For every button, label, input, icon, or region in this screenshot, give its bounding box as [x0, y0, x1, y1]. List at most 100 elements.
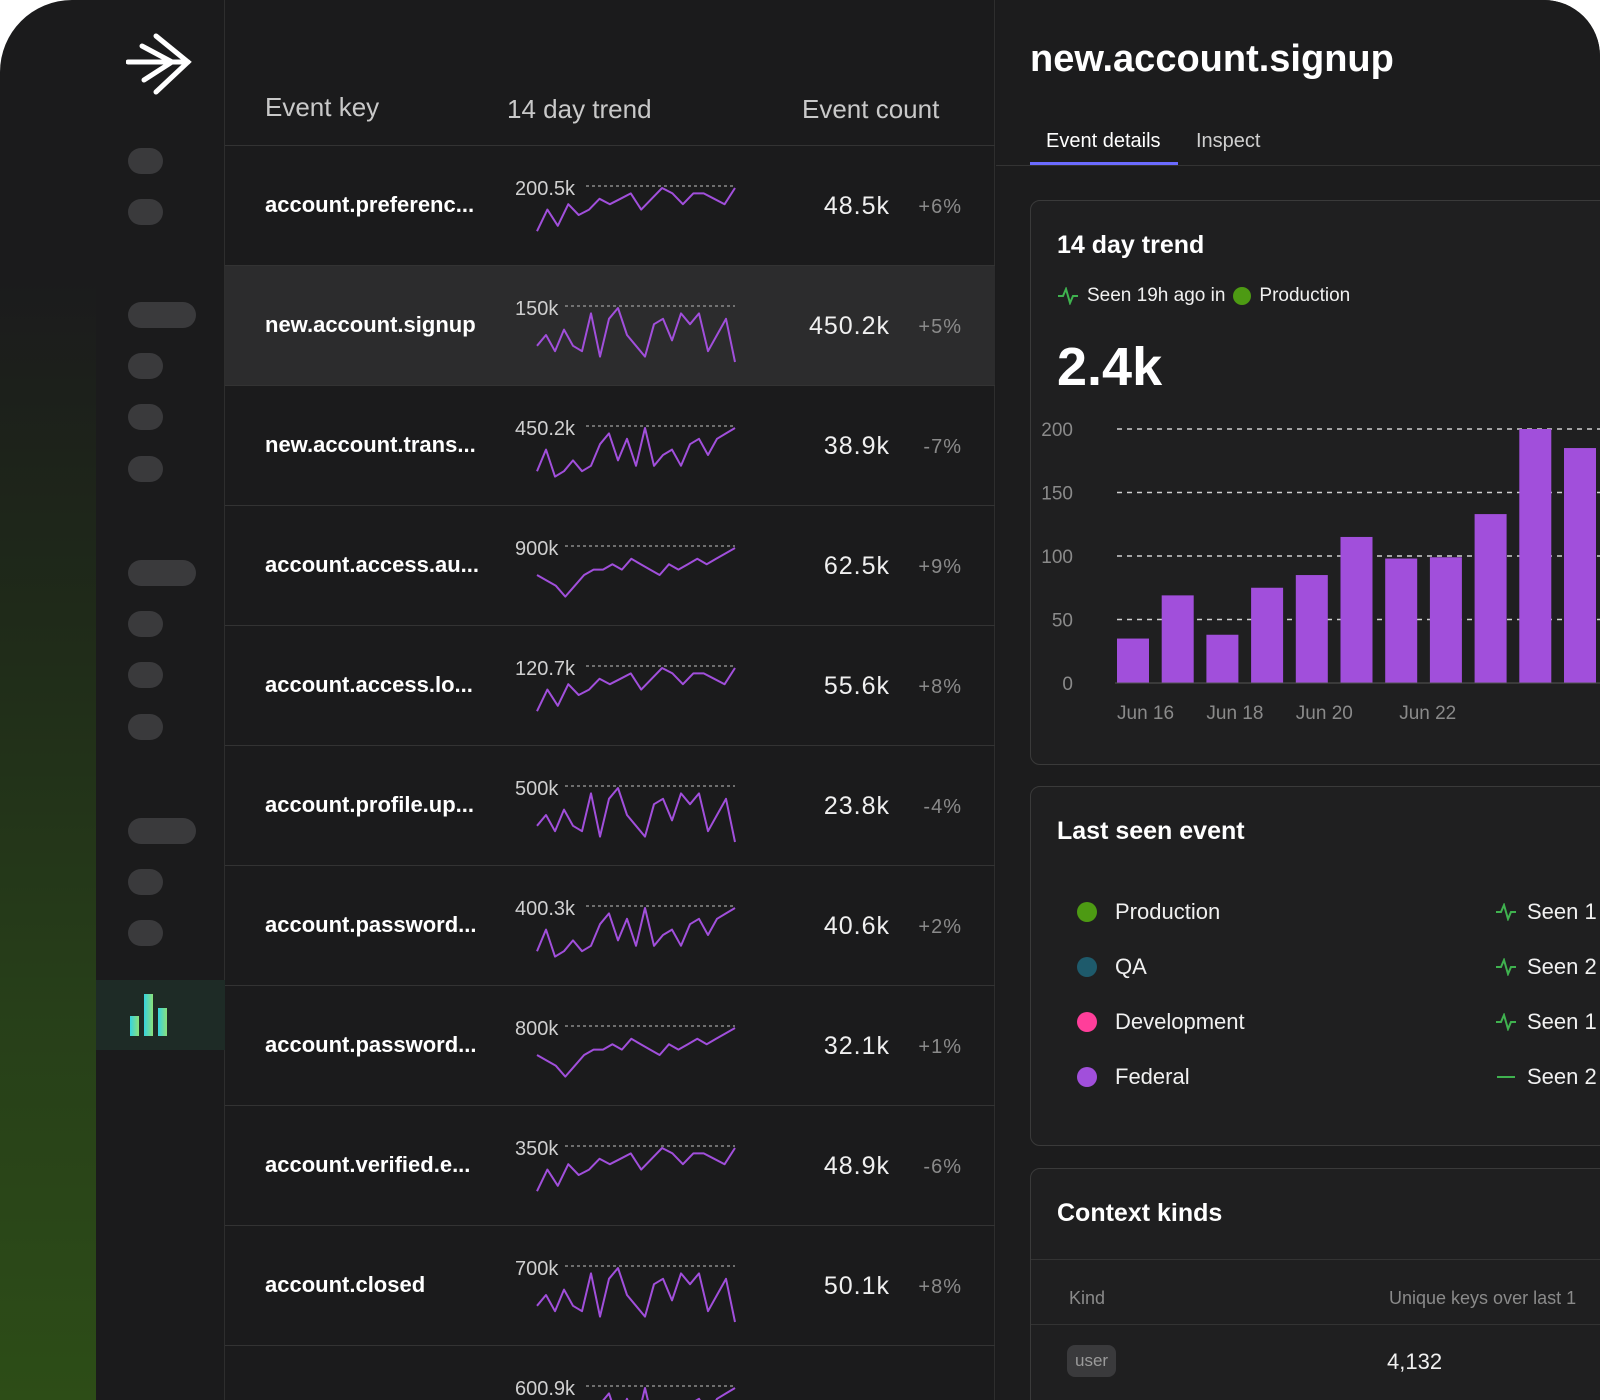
event-count: 23.8k	[823, 792, 890, 820]
x-tick-label: Jun 22	[1399, 703, 1456, 724]
environment-name: Production	[1115, 899, 1221, 924]
bar	[1295, 575, 1328, 683]
trend-peak-label: 600.9k	[515, 1378, 576, 1400]
sparkline	[536, 665, 736, 712]
table-row[interactable]: account.access.lo... 120.7k 55.6k +8%	[225, 626, 995, 746]
nav-item[interactable]	[128, 920, 163, 946]
col-event-count[interactable]: Event count	[802, 94, 940, 124]
page-title: new.account.signup	[1030, 38, 1394, 80]
bar	[1564, 448, 1596, 683]
arrow-logo-icon[interactable]	[126, 32, 194, 98]
nav-section[interactable]	[128, 560, 196, 586]
production-dot	[1233, 287, 1252, 305]
context-kinds-title: Context kinds	[1057, 1199, 1223, 1227]
tab-inspect[interactable]: Inspect	[1196, 130, 1261, 152]
table-row[interactable]: new.account.trans... 450.2k 38.9k -7%	[225, 386, 995, 506]
table-row[interactable]: account.preferenc... 200.5k 48.5k +6%	[225, 146, 995, 266]
event-key[interactable]: account.verified.e...	[265, 1152, 471, 1177]
activity-icon	[1496, 903, 1516, 921]
sidebar	[96, 0, 225, 1400]
sparkline	[586, 1385, 736, 1400]
x-tick-label: Jun 18	[1206, 703, 1263, 724]
nav-item[interactable]	[128, 353, 163, 379]
count-delta: +9%	[918, 556, 962, 578]
table-row[interactable]: 600.9k	[225, 1346, 995, 1400]
environment-dot	[1077, 957, 1097, 977]
table-row[interactable]: account.verified.e... 350k 48.9k -6%	[225, 1106, 995, 1226]
table-row[interactable]: account.closed 700k 50.1k +8%	[225, 1226, 995, 1346]
trend-peak-label: 800k	[515, 1018, 559, 1040]
sparkline-series	[536, 1267, 736, 1323]
col-unique-keys: Unique keys over last 1	[1389, 1288, 1577, 1308]
nav-item[interactable]	[128, 714, 163, 740]
sparkline-series	[536, 1147, 736, 1192]
nav-item[interactable]	[128, 611, 163, 637]
event-key[interactable]: account.password...	[265, 1032, 477, 1057]
nav-section[interactable]	[128, 818, 196, 844]
sparkline	[536, 1025, 736, 1078]
event-count: 40.6k	[823, 912, 890, 940]
environment-name: Federal	[1115, 1064, 1190, 1089]
activity-icon	[1496, 958, 1516, 976]
bar-chart-icon	[130, 994, 167, 1036]
trend-peak-label: 450.2k	[515, 418, 576, 440]
sparkline	[536, 425, 736, 478]
nav-item[interactable]	[128, 199, 163, 225]
y-tick-label: 0	[1062, 674, 1073, 695]
environment-last-seen: Seen 2	[1495, 1064, 1597, 1090]
last-seen-text: Seen 1	[1527, 899, 1597, 924]
environment-name: Development	[1115, 1009, 1245, 1034]
event-count: 55.6k	[823, 672, 890, 700]
environment-row: Development	[1077, 1009, 1245, 1035]
trend-peak-label: 400.3k	[515, 898, 576, 920]
col-trend[interactable]: 14 day trend	[507, 94, 652, 124]
kind-badge: user	[1067, 1345, 1117, 1377]
event-key[interactable]: account.preferenc...	[265, 192, 475, 217]
table-row[interactable]: account.access.au... 900k 62.5k +9%	[225, 506, 995, 626]
bar	[1474, 514, 1507, 683]
event-key[interactable]: account.access.au...	[265, 552, 479, 577]
nav-item-metrics-active[interactable]	[96, 980, 225, 1050]
table-row[interactable]: account.password... 800k 32.1k +1%	[225, 986, 995, 1106]
event-count: 32.1k	[823, 1032, 890, 1060]
nav-item[interactable]	[128, 869, 163, 895]
last-seen-card: Last seen event Production Seen 1 QA Seen 2…	[1030, 786, 1600, 1146]
col-event-key[interactable]: Event key	[265, 92, 380, 122]
environment-row: Federal	[1077, 1064, 1190, 1090]
context-table-header: Kind Unique keys over last 1	[1031, 1259, 1600, 1325]
seen-env: Production	[1259, 285, 1351, 306]
event-key[interactable]: account.profile.up...	[265, 792, 475, 817]
table-row[interactable]: new.account.signup 150k 450.2k +5%	[225, 266, 995, 386]
event-count: 48.9k	[823, 1152, 890, 1180]
nav-section[interactable]	[128, 302, 196, 328]
table-row[interactable]: account.password... 400.3k 40.6k +2%	[225, 866, 995, 986]
bar	[1519, 429, 1552, 683]
trend-peak-label: 350k	[515, 1138, 559, 1160]
seen-text: Seen 19h ago in	[1087, 285, 1226, 306]
context-kinds-card: Context kinds Kind Unique keys over last…	[1030, 1168, 1600, 1400]
nav-item[interactable]	[128, 662, 163, 688]
background-glow	[0, 280, 96, 1400]
event-key[interactable]: account.access.lo...	[265, 672, 473, 697]
event-key[interactable]: account.password...	[265, 912, 477, 937]
sparkline	[536, 1265, 736, 1323]
event-count: 62.5k	[823, 552, 890, 580]
environment-row: Production	[1077, 899, 1220, 925]
environment-dot	[1077, 1012, 1097, 1032]
bar	[1251, 587, 1284, 683]
sparkline-series	[536, 787, 736, 843]
nav-item[interactable]	[128, 456, 163, 482]
trend-peak-label: 500k	[515, 778, 559, 800]
nav-item[interactable]	[128, 148, 163, 174]
nav-item[interactable]	[128, 404, 163, 430]
table-row[interactable]: account.profile.up... 500k 23.8k -4%	[225, 746, 995, 866]
event-count: 50.1k	[823, 1272, 890, 1300]
event-key[interactable]: account.closed	[265, 1272, 426, 1297]
count-delta: -7%	[923, 436, 962, 458]
event-key[interactable]: new.account.signup	[265, 312, 476, 337]
dash-icon	[1497, 1076, 1515, 1078]
sparkline	[536, 785, 736, 843]
tab-event-details[interactable]: Event details	[1046, 130, 1161, 152]
event-detail-panel: new.account.signup Event details Inspect…	[996, 0, 1600, 1400]
event-key[interactable]: new.account.trans...	[265, 432, 476, 457]
